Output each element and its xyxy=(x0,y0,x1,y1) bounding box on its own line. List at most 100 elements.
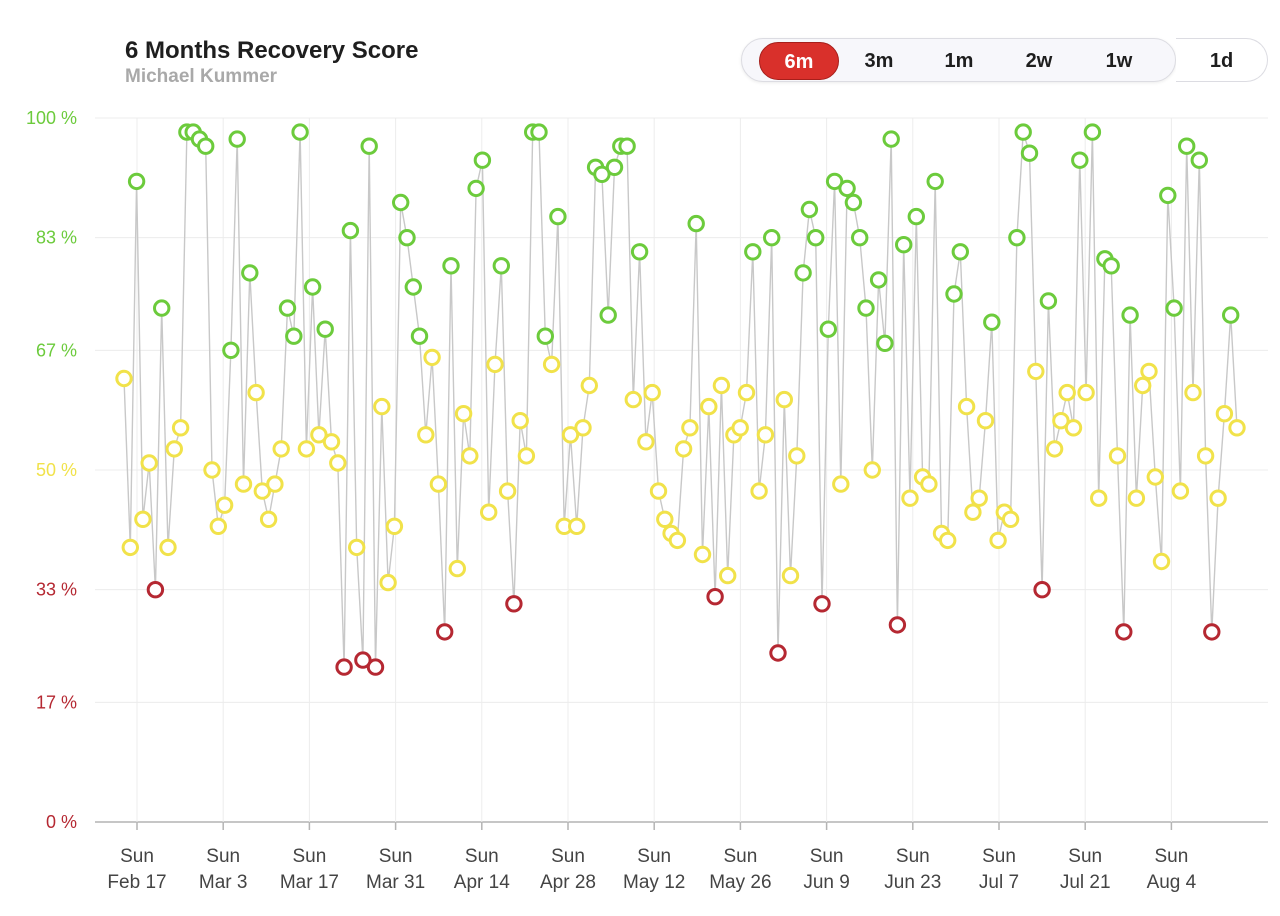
data-point[interactable] xyxy=(957,397,976,416)
data-point[interactable] xyxy=(1001,510,1020,528)
data-point[interactable] xyxy=(939,531,957,550)
data-point[interactable] xyxy=(266,475,284,493)
data-point[interactable] xyxy=(467,179,485,198)
data-point[interactable] xyxy=(278,299,297,317)
data-point[interactable] xyxy=(1115,623,1133,641)
data-point[interactable] xyxy=(392,193,410,212)
data-point[interactable] xyxy=(360,137,378,155)
data-point[interactable] xyxy=(480,503,498,521)
data-point[interactable] xyxy=(800,200,819,219)
data-point[interactable] xyxy=(215,496,234,514)
data-point[interactable] xyxy=(844,193,863,212)
data-point[interactable] xyxy=(373,397,391,416)
data-point[interactable] xyxy=(1083,123,1102,141)
data-point[interactable] xyxy=(1228,419,1246,437)
data-point[interactable] xyxy=(681,419,699,437)
data-point[interactable] xyxy=(542,355,561,374)
data-point[interactable] xyxy=(121,538,140,557)
data-point[interactable] xyxy=(1222,306,1240,324)
data-point[interactable] xyxy=(159,538,177,557)
data-point[interactable] xyxy=(731,419,749,437)
data-point[interactable] xyxy=(1052,412,1070,430)
range-2w-button[interactable]: 2w xyxy=(1025,50,1053,72)
data-point[interactable] xyxy=(781,566,800,585)
data-point[interactable] xyxy=(794,264,812,282)
data-point[interactable] xyxy=(819,320,837,338)
data-point[interactable] xyxy=(259,510,278,528)
data-point[interactable] xyxy=(568,517,586,535)
data-point[interactable] xyxy=(624,390,642,409)
data-point[interactable] xyxy=(1140,362,1158,381)
data-point[interactable] xyxy=(907,207,925,226)
data-point[interactable] xyxy=(1152,552,1171,571)
data-point[interactable] xyxy=(530,123,548,141)
data-point[interactable] xyxy=(1165,299,1183,317)
data-point[interactable] xyxy=(1014,123,1032,141)
data-point[interactable] xyxy=(788,447,806,465)
data-point[interactable] xyxy=(1045,440,1064,458)
data-point[interactable] xyxy=(1077,383,1095,402)
data-point[interactable] xyxy=(316,320,334,338)
data-point[interactable] xyxy=(951,243,969,261)
data-point[interactable] xyxy=(140,454,158,472)
data-point[interactable] xyxy=(1033,581,1051,599)
data-point[interactable] xyxy=(769,644,787,662)
data-point[interactable] xyxy=(329,454,347,472)
range-1m-button[interactable]: 1m xyxy=(944,50,974,72)
data-point[interactable] xyxy=(1159,186,1177,205)
data-point[interactable] xyxy=(486,355,504,374)
data-point[interactable] xyxy=(838,179,856,198)
data-point[interactable] xyxy=(1121,306,1139,324)
data-point[interactable] xyxy=(775,390,793,409)
data-point[interactable] xyxy=(127,172,146,191)
data-point[interactable] xyxy=(165,440,184,458)
data-point[interactable] xyxy=(429,475,448,493)
data-point[interactable] xyxy=(599,306,617,324)
data-point[interactable] xyxy=(322,433,341,451)
data-point[interactable] xyxy=(1039,292,1058,310)
data-point[interactable] xyxy=(115,369,133,388)
data-point[interactable] xyxy=(291,123,309,141)
data-point[interactable] xyxy=(310,426,328,444)
data-point[interactable] xyxy=(1209,489,1227,507)
data-point[interactable] xyxy=(693,545,712,564)
data-point[interactable] xyxy=(807,229,825,247)
data-point[interactable] xyxy=(203,461,221,479)
data-point[interactable] xyxy=(750,482,768,500)
data-point[interactable] xyxy=(989,531,1007,550)
data-point[interactable] xyxy=(341,221,360,240)
data-point[interactable] xyxy=(668,531,687,550)
data-point[interactable] xyxy=(448,559,466,578)
data-point[interactable] xyxy=(1171,482,1190,500)
data-point[interactable] xyxy=(687,214,705,233)
data-point[interactable] xyxy=(895,236,913,254)
data-point[interactable] xyxy=(920,475,938,493)
data-point[interactable] xyxy=(253,482,271,500)
data-point[interactable] xyxy=(197,137,215,155)
data-point[interactable] xyxy=(763,229,781,247)
data-point[interactable] xyxy=(1178,137,1196,155)
data-point[interactable] xyxy=(1146,468,1165,486)
data-point[interactable] xyxy=(354,651,372,669)
data-point[interactable] xyxy=(719,566,737,585)
data-point[interactable] xyxy=(1027,362,1045,381)
data-point[interactable] xyxy=(1020,144,1039,162)
data-point[interactable] xyxy=(272,440,290,458)
data-point[interactable] xyxy=(605,158,624,177)
data-point[interactable] xyxy=(630,243,649,261)
data-point[interactable] xyxy=(737,383,756,402)
data-point[interactable] xyxy=(674,440,693,458)
data-point[interactable] xyxy=(901,489,919,507)
data-point[interactable] xyxy=(832,475,850,493)
data-point[interactable] xyxy=(517,447,536,465)
data-point[interactable] xyxy=(498,482,517,500)
data-point[interactable] xyxy=(649,482,668,500)
data-point[interactable] xyxy=(1215,405,1234,423)
range-3m-button[interactable]: 3m xyxy=(864,50,894,72)
data-point[interactable] xyxy=(366,658,385,676)
data-point[interactable] xyxy=(926,172,944,191)
data-point[interactable] xyxy=(505,595,523,613)
data-point[interactable] xyxy=(492,257,510,275)
data-point[interactable] xyxy=(1058,383,1076,402)
data-point[interactable] xyxy=(436,623,454,641)
